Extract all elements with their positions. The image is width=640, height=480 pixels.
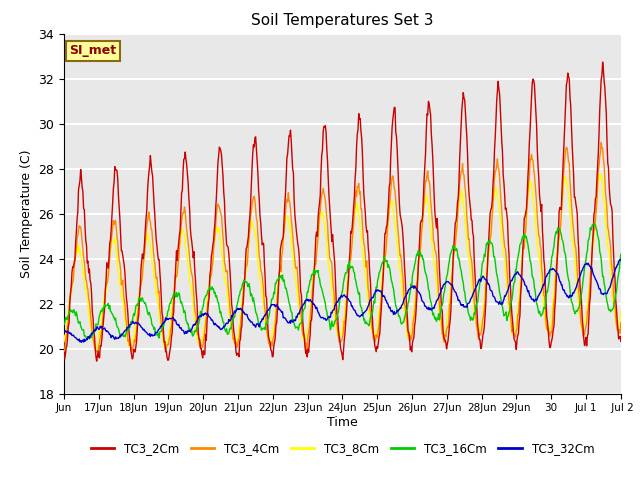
Y-axis label: Soil Temperature (C): Soil Temperature (C) [20, 149, 33, 278]
Title: Soil Temperatures Set 3: Soil Temperatures Set 3 [251, 13, 434, 28]
Legend: TC3_2Cm, TC3_4Cm, TC3_8Cm, TC3_16Cm, TC3_32Cm: TC3_2Cm, TC3_4Cm, TC3_8Cm, TC3_16Cm, TC3… [86, 437, 599, 460]
X-axis label: Time: Time [327, 416, 358, 429]
Text: SI_met: SI_met [70, 44, 116, 58]
